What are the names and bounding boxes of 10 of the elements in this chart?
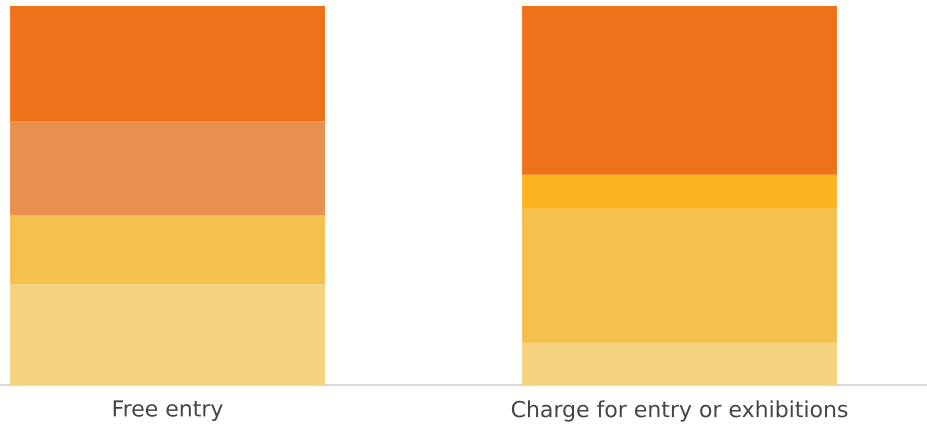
bar xyxy=(10,121,325,216)
bar xyxy=(10,6,325,122)
bar xyxy=(10,215,325,284)
bar xyxy=(10,284,325,385)
bar xyxy=(522,6,837,175)
bar xyxy=(522,174,837,209)
x-tick-label: Free entry xyxy=(114,400,223,421)
x-tick-label: Charge for entry or exhibitions xyxy=(512,400,848,422)
bar xyxy=(522,208,837,343)
bar xyxy=(522,342,837,385)
